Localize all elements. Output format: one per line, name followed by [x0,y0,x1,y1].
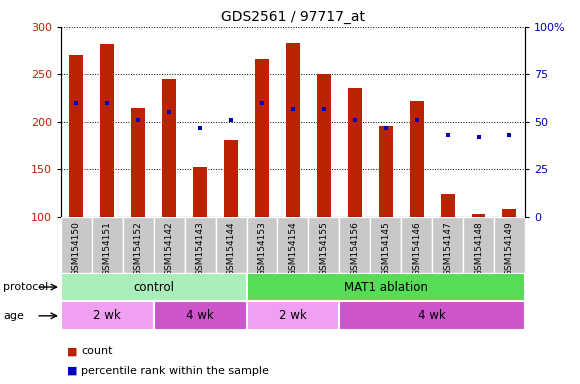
Bar [441,194,455,217]
Point [288,106,298,112]
Text: GSM154145: GSM154145 [381,222,390,276]
Bar [216,217,246,273]
Point [195,124,205,131]
Title: GDS2561 / 97717_at: GDS2561 / 97717_at [221,10,365,25]
Bar [255,59,269,217]
Point [133,117,143,123]
Point [258,100,267,106]
Point [103,100,112,106]
Bar [463,217,494,273]
Text: GSM154151: GSM154151 [103,222,112,276]
Bar [92,217,123,273]
Bar [61,217,92,273]
Bar [339,301,525,330]
Bar [379,126,393,217]
Bar [401,217,432,273]
Bar [193,167,207,217]
Text: GSM154154: GSM154154 [288,222,298,276]
Text: protocol: protocol [3,282,48,292]
Bar [154,301,246,330]
Point [474,134,483,140]
Text: GSM154156: GSM154156 [350,222,359,276]
Bar [162,79,176,217]
Bar [61,273,246,301]
Bar [494,217,525,273]
Point [319,106,328,112]
Text: GSM154149: GSM154149 [505,222,514,276]
Bar [502,209,516,217]
Bar [409,101,423,217]
Bar [246,217,277,273]
Point [443,132,452,138]
Bar [100,44,114,217]
Text: GSM154153: GSM154153 [258,222,266,276]
Text: GSM154144: GSM154144 [227,222,235,276]
Text: ■: ■ [67,366,77,376]
Bar [246,301,339,330]
Point [412,117,421,123]
Bar [317,74,331,217]
Bar [61,301,154,330]
Point [165,109,174,116]
Bar [339,217,370,273]
Point [226,117,235,123]
Text: GSM154142: GSM154142 [165,222,173,276]
Point [350,117,360,123]
Text: percentile rank within the sample: percentile rank within the sample [81,366,269,376]
Bar [277,217,309,273]
Text: 2 wk: 2 wk [279,310,307,322]
Bar [286,43,300,217]
Bar [123,217,154,273]
Text: 4 wk: 4 wk [418,310,446,322]
Bar [154,217,184,273]
Bar [432,217,463,273]
Text: MAT1 ablation: MAT1 ablation [344,281,427,293]
Text: count: count [81,346,113,356]
Text: GSM154152: GSM154152 [134,222,143,276]
Bar [246,273,525,301]
Bar [70,55,84,217]
Bar [348,88,362,217]
Text: GSM154150: GSM154150 [72,222,81,276]
Bar [472,214,485,217]
Point [381,124,390,131]
Text: 2 wk: 2 wk [93,310,121,322]
Text: ■: ■ [67,346,77,356]
Text: GSM154146: GSM154146 [412,222,421,276]
Bar [370,217,401,273]
Text: 4 wk: 4 wk [186,310,214,322]
Text: control: control [133,281,174,293]
Point [505,132,514,138]
Bar [224,140,238,217]
Text: GSM154143: GSM154143 [195,222,205,276]
Text: age: age [3,311,24,321]
Bar [131,108,145,217]
Text: GSM154155: GSM154155 [320,222,328,276]
Text: GSM154147: GSM154147 [443,222,452,276]
Bar [309,217,339,273]
Bar [184,217,216,273]
Point [72,100,81,106]
Text: GSM154148: GSM154148 [474,222,483,276]
